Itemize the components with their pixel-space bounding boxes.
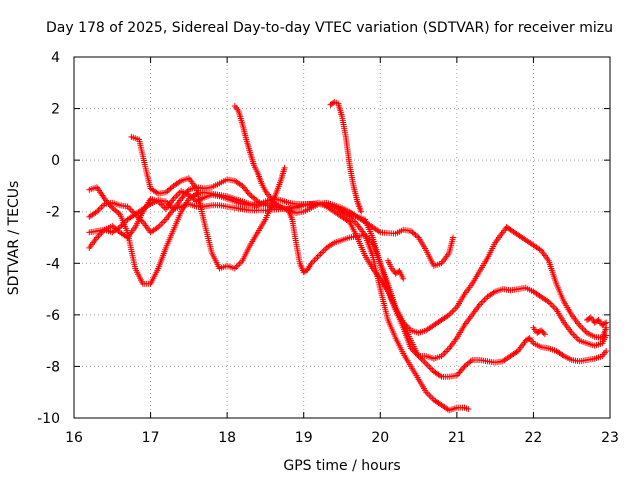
y-axis-label: SDTVAR / TECUs bbox=[6, 181, 22, 296]
x-tick-label: 21 bbox=[448, 430, 466, 446]
y-tick-label: -8 bbox=[46, 359, 60, 375]
data-point bbox=[320, 247, 327, 254]
data-point bbox=[573, 334, 580, 341]
data-point bbox=[176, 189, 183, 196]
data-point bbox=[478, 299, 485, 306]
data-point bbox=[270, 198, 277, 205]
data-point bbox=[449, 308, 456, 315]
data-point bbox=[450, 307, 457, 314]
data-point bbox=[95, 232, 102, 239]
data-point bbox=[479, 298, 486, 305]
y-tick-label: 0 bbox=[51, 153, 60, 169]
data-point bbox=[97, 231, 104, 238]
data-point bbox=[465, 405, 472, 412]
data-point bbox=[352, 220, 359, 227]
data-point bbox=[172, 194, 179, 201]
data-point bbox=[601, 320, 608, 327]
data-point bbox=[98, 204, 105, 211]
data-point bbox=[426, 363, 433, 370]
data-point bbox=[316, 252, 323, 259]
data-point bbox=[173, 192, 180, 199]
data-point bbox=[158, 201, 165, 208]
data-point bbox=[420, 357, 427, 364]
data-markers bbox=[86, 99, 610, 414]
data-point bbox=[271, 199, 278, 206]
x-tick-label: 22 bbox=[525, 430, 543, 446]
x-tick-label: 23 bbox=[601, 430, 619, 446]
data-point bbox=[441, 350, 448, 357]
data-point bbox=[281, 164, 288, 171]
data-point bbox=[570, 331, 577, 338]
data-point bbox=[319, 249, 326, 256]
y-tick-label: -10 bbox=[37, 411, 60, 427]
data-point bbox=[312, 255, 319, 262]
data-point bbox=[444, 346, 451, 353]
x-tick-label: 17 bbox=[142, 430, 160, 446]
data-point bbox=[540, 329, 547, 336]
data-point bbox=[450, 234, 457, 241]
x-tick-label: 20 bbox=[371, 430, 389, 446]
data-point bbox=[443, 348, 450, 355]
data-point bbox=[538, 327, 545, 334]
data-point bbox=[525, 335, 532, 342]
data-point bbox=[421, 359, 428, 366]
data-point bbox=[603, 319, 610, 326]
data-point bbox=[236, 260, 243, 267]
data-point bbox=[427, 365, 434, 372]
data-point bbox=[424, 390, 431, 397]
data-point bbox=[423, 360, 430, 367]
y-tick-label: 4 bbox=[51, 50, 60, 66]
data-point bbox=[127, 206, 134, 213]
x-axis-label: GPS time / hours bbox=[283, 458, 400, 474]
data-point bbox=[452, 305, 459, 312]
data-point bbox=[603, 332, 610, 339]
data-point bbox=[161, 217, 168, 224]
data-point bbox=[551, 305, 558, 312]
data-point bbox=[539, 328, 546, 335]
data-point bbox=[603, 347, 610, 354]
data-point bbox=[314, 254, 321, 261]
data-point bbox=[426, 392, 433, 399]
data-point bbox=[400, 275, 407, 282]
data-point bbox=[159, 219, 166, 226]
data-point bbox=[550, 303, 557, 310]
y-tick-label: -4 bbox=[46, 256, 60, 272]
data-point bbox=[548, 302, 555, 309]
data-point bbox=[577, 323, 584, 330]
data-point bbox=[594, 317, 601, 324]
y-tick-label: -6 bbox=[46, 308, 60, 324]
data-point bbox=[586, 315, 593, 322]
data-point bbox=[317, 251, 324, 258]
y-tick-label: 2 bbox=[51, 102, 60, 118]
chart-title: Day 178 of 2025, Sidereal Day-to-day VTE… bbox=[46, 20, 613, 36]
data-point bbox=[603, 324, 610, 331]
data-point bbox=[358, 208, 365, 215]
x-tick-label: 18 bbox=[218, 430, 236, 446]
data-point bbox=[233, 263, 240, 270]
data-point bbox=[424, 362, 431, 369]
data-point bbox=[272, 200, 279, 207]
data-point bbox=[571, 333, 578, 340]
data-point bbox=[579, 325, 586, 332]
data-point bbox=[481, 296, 488, 303]
data-point bbox=[418, 356, 425, 363]
data-point bbox=[541, 331, 548, 338]
data-point bbox=[159, 203, 166, 210]
plot-frame bbox=[73, 56, 611, 419]
data-point bbox=[97, 205, 104, 212]
data-point bbox=[427, 393, 434, 400]
y-tick-label: -2 bbox=[46, 205, 60, 221]
data-point bbox=[311, 257, 318, 264]
data-point bbox=[580, 326, 587, 333]
x-tick-label: 19 bbox=[295, 430, 313, 446]
x-tick-label: 16 bbox=[65, 430, 83, 446]
data-point bbox=[158, 221, 165, 228]
